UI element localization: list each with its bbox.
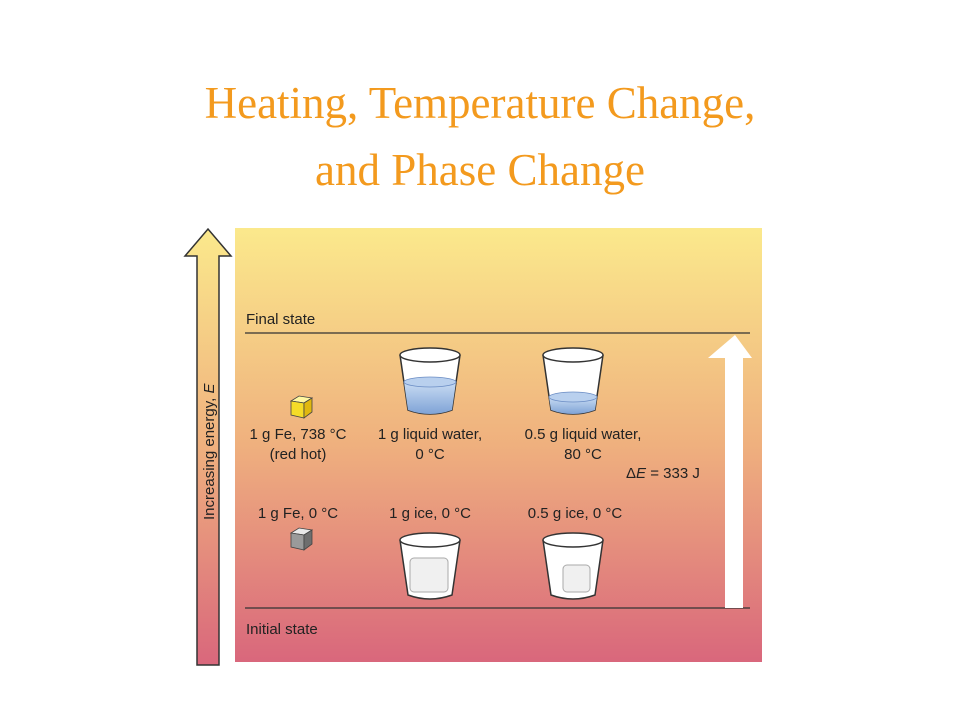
iron-cube — [289, 527, 314, 551]
hot-iron-cube — [289, 395, 314, 419]
state-label: 1 g ice, 0 °C — [389, 505, 471, 522]
final-state: Final state — [246, 311, 315, 328]
state-label: 0.5 g liquid water, — [525, 426, 642, 443]
state-label: 1 g Fe, 0 °C — [258, 505, 338, 522]
beaker-half-liquid — [542, 347, 604, 415]
axis-label-text: Increasing energy, — [201, 394, 218, 520]
title-line: Heating, Temperature Change, — [205, 78, 756, 128]
state-label: (red hot) — [270, 446, 327, 463]
delta-symbol: E — [636, 465, 647, 482]
delta-suffix: = 333 J — [646, 465, 700, 482]
panel — [235, 228, 762, 662]
state-label: 1 g Fe, 738 °C — [250, 426, 347, 443]
beaker-half-ice — [542, 532, 604, 600]
axis-label-symbol: E — [201, 383, 218, 394]
energy-arrow — [183, 227, 233, 666]
state-label: 0.5 g ice, 0 °C — [528, 505, 623, 522]
delta-arrow — [708, 335, 752, 608]
delta-prefix: Δ — [626, 465, 636, 482]
beaker-liquid — [399, 347, 461, 415]
delta-e: ΔE = 333 J — [626, 465, 700, 482]
beaker-ice — [399, 532, 461, 600]
state-label: 0 °C — [415, 446, 445, 463]
state-label: 1 g liquid water, — [378, 426, 482, 443]
title-line: and Phase Change — [315, 145, 645, 195]
state-label: 80 °C — [564, 446, 602, 463]
initial-state: Initial state — [246, 621, 318, 638]
axis-label: Increasing energy, E — [201, 383, 218, 520]
